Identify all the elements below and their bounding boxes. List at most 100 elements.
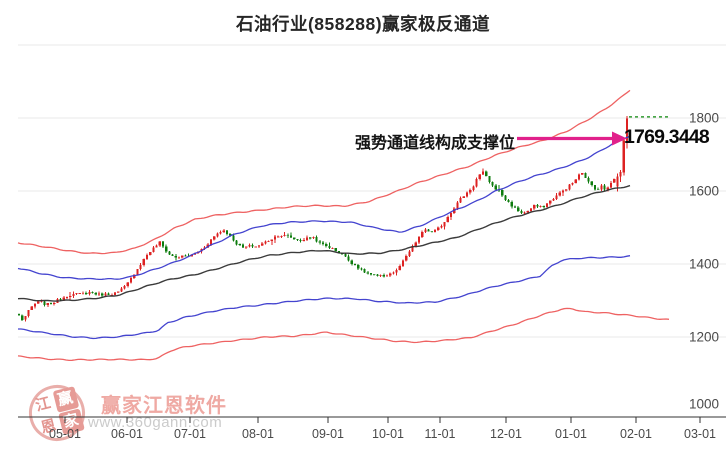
channel-mid-line xyxy=(17,184,631,302)
candle-body xyxy=(296,239,299,241)
candle-body xyxy=(360,268,363,270)
candle-body xyxy=(369,273,373,275)
annotation-text: 强势通道线构成支撑位 xyxy=(354,135,515,152)
candle-body xyxy=(75,293,78,295)
candle-body xyxy=(472,186,475,191)
candle-body xyxy=(392,272,395,274)
candle-body xyxy=(568,184,571,190)
candle-body xyxy=(133,275,136,278)
candle-body xyxy=(414,242,417,246)
x-axis-label: 06-01 xyxy=(111,427,143,441)
candlestick-series xyxy=(17,115,629,322)
candle-body xyxy=(331,248,334,249)
candle-body xyxy=(347,256,350,261)
channel-lower-inner-line xyxy=(18,255,631,340)
candle-body xyxy=(625,118,629,142)
candle-body xyxy=(622,140,625,173)
candle-body xyxy=(107,293,110,295)
candle-body xyxy=(289,235,293,238)
candle-body xyxy=(350,260,353,264)
x-axis-label: 05-01 xyxy=(49,427,81,441)
candle-body xyxy=(437,227,440,230)
channel-lower-outer-line xyxy=(17,307,670,362)
candle-body xyxy=(469,190,472,193)
candle-body xyxy=(545,203,549,207)
candle-body xyxy=(613,179,616,183)
candle-body xyxy=(46,303,49,306)
x-axis-label: 07-01 xyxy=(174,427,206,441)
candle-body xyxy=(286,234,289,236)
candle-body xyxy=(373,274,376,276)
candle-body xyxy=(229,234,232,236)
y-axis-label: 1800 xyxy=(689,111,719,126)
candle-body xyxy=(177,257,181,259)
x-axis-label: 01-01 xyxy=(555,427,587,441)
candle-body xyxy=(353,263,357,266)
candle-body xyxy=(149,252,152,256)
candle-body xyxy=(174,255,177,258)
candle-body xyxy=(267,241,270,242)
candle-body xyxy=(389,273,392,276)
channel-upper-outer-line xyxy=(17,89,631,255)
candle-body xyxy=(219,232,222,234)
x-axis-label: 10-01 xyxy=(372,427,404,441)
candle-body xyxy=(293,237,296,240)
candle-body xyxy=(510,202,513,207)
candle-body xyxy=(520,211,523,214)
x-axis-label: 03-01 xyxy=(684,427,716,441)
candle-body xyxy=(171,254,174,256)
support-price-label: 1769.3448 xyxy=(624,126,710,148)
candle-body xyxy=(385,275,389,277)
x-axis-label: 02-01 xyxy=(620,427,652,441)
watermark-url-text: www.360gann.com xyxy=(88,414,223,431)
candle-body xyxy=(312,237,315,239)
candle-body xyxy=(94,292,97,295)
candle-body xyxy=(206,244,209,248)
candle-body xyxy=(542,206,545,207)
candle-body xyxy=(251,244,254,247)
candle-body xyxy=(600,185,603,190)
candle-body xyxy=(446,217,449,223)
candle-body xyxy=(565,189,568,191)
candle-body xyxy=(43,301,46,306)
candle-body xyxy=(587,177,590,182)
candle-body xyxy=(53,303,56,304)
candle-body xyxy=(248,244,251,247)
candle-body xyxy=(17,313,21,316)
candle-body xyxy=(485,171,488,176)
candle-body xyxy=(619,172,622,177)
candle-body xyxy=(216,233,219,237)
candle-body xyxy=(536,205,539,207)
candle-body xyxy=(69,296,72,298)
candle-body xyxy=(65,297,69,299)
candle-body xyxy=(321,242,325,245)
candle-body xyxy=(129,278,133,283)
candle-body xyxy=(235,240,238,245)
candle-body xyxy=(417,236,421,243)
candle-body xyxy=(245,246,248,248)
candle-body xyxy=(517,207,520,212)
candle-body xyxy=(161,241,165,247)
candle-body xyxy=(139,264,142,270)
candle-body xyxy=(277,236,280,238)
candle-body xyxy=(513,206,517,208)
candle-body xyxy=(305,237,309,240)
candle-body xyxy=(155,245,158,248)
candle-body xyxy=(91,291,94,293)
candle-body xyxy=(609,182,613,188)
candle-body xyxy=(81,292,85,294)
candle-body xyxy=(523,212,526,214)
candle-body xyxy=(97,293,101,295)
candle-body xyxy=(363,268,366,273)
candle-body xyxy=(501,190,504,196)
candle-body xyxy=(357,265,360,269)
candle-body xyxy=(232,235,235,241)
candle-body xyxy=(533,205,536,209)
candle-body xyxy=(59,299,62,300)
candle-body xyxy=(37,301,40,304)
candle-body xyxy=(603,185,606,190)
candle-body xyxy=(382,274,385,277)
candle-body xyxy=(142,259,145,265)
candle-body xyxy=(110,294,113,296)
candle-body xyxy=(494,185,497,190)
